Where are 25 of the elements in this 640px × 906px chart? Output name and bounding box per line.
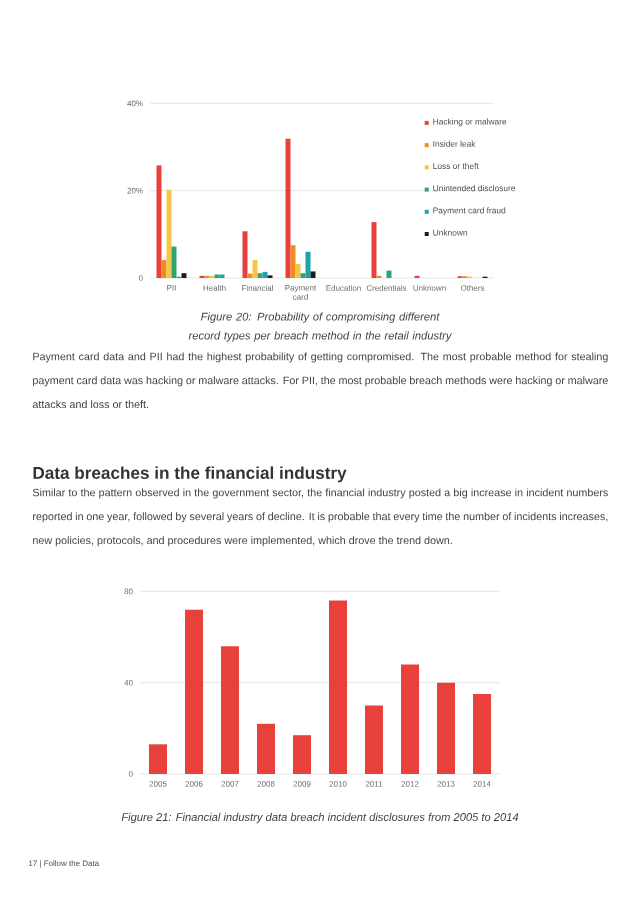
bar	[290, 245, 296, 278]
bar	[262, 271, 268, 278]
bar	[329, 600, 348, 774]
bar	[257, 723, 276, 774]
bar	[473, 694, 492, 774]
bar	[171, 246, 177, 278]
bar	[252, 260, 258, 278]
bar	[285, 138, 291, 278]
bar	[149, 744, 167, 774]
bar	[365, 705, 384, 774]
bar	[156, 165, 162, 278]
bar	[242, 231, 248, 278]
bar	[295, 264, 301, 278]
bar	[437, 682, 456, 774]
bar	[161, 260, 167, 278]
chart-title: Data breaches in the financial industry	[33, 466, 347, 483]
bar	[185, 609, 204, 774]
bar	[166, 189, 172, 278]
bar	[371, 222, 377, 278]
bar	[401, 664, 420, 774]
bar	[221, 646, 240, 774]
bar	[293, 735, 312, 774]
bar	[310, 271, 316, 278]
bar	[386, 270, 392, 278]
bar	[305, 251, 311, 278]
